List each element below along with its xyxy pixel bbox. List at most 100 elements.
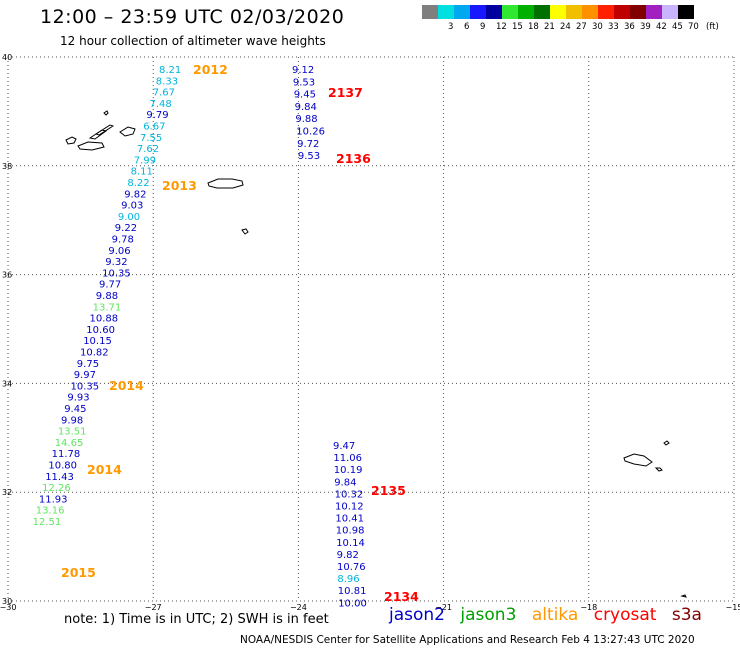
latitude-tick-label: 36 bbox=[2, 271, 12, 280]
color-scale-label: 18 bbox=[528, 22, 539, 32]
color-swatch bbox=[678, 5, 694, 19]
color-scale-step: 33 bbox=[598, 5, 619, 32]
wave-height-value: 10.26 bbox=[296, 127, 325, 138]
color-swatch bbox=[470, 5, 486, 19]
longitude-tick-label: −30 bbox=[0, 603, 16, 612]
wave-height-value: 9.77 bbox=[99, 280, 121, 291]
color-scale-step: 70 bbox=[678, 5, 699, 32]
legend-cryosat: cryosat bbox=[593, 605, 657, 625]
wave-height-value: 7.48 bbox=[150, 99, 172, 110]
color-scale-label: 15 bbox=[512, 22, 523, 32]
color-swatch bbox=[486, 5, 502, 19]
color-scale-step: 21 bbox=[534, 5, 555, 32]
wave-height-value: 10.19 bbox=[334, 465, 363, 476]
wave-height-value: 9.47 bbox=[333, 441, 355, 452]
wave-height-value: 9.72 bbox=[297, 139, 319, 150]
latitude-tick-label: 30 bbox=[2, 597, 12, 606]
color-scale-step: 42 bbox=[646, 5, 667, 32]
color-scale-step: 12 bbox=[486, 5, 507, 32]
wave-height-value: 9.00 bbox=[118, 212, 140, 223]
wave-height-value: 9.88 bbox=[96, 291, 118, 302]
wave-height-value: 9.97 bbox=[74, 370, 96, 381]
legend-altika: altika bbox=[531, 605, 579, 625]
color-scale-step: 9 bbox=[470, 5, 486, 32]
wave-height-value: 8.21 bbox=[159, 65, 181, 76]
map-axes-labels: −30 −27 −24 −21 −18 −15 40 38 36 34 32 30 bbox=[0, 53, 740, 612]
wave-height-value: 12.26 bbox=[42, 483, 71, 494]
wave-height-value: 8.33 bbox=[156, 76, 178, 87]
color-swatch bbox=[550, 5, 566, 19]
wave-height-value: 10.00 bbox=[338, 598, 367, 609]
color-scale-unit: (ft) bbox=[706, 22, 719, 32]
island-outline bbox=[103, 110, 109, 116]
island-outline bbox=[654, 467, 663, 472]
wave-height-value: 9.45 bbox=[64, 404, 86, 415]
island-outline bbox=[119, 126, 136, 137]
wave-height-value: 7.62 bbox=[137, 144, 159, 155]
color-scale-legend: 3 6 9 12 15 18 21 24 27 30 33 36 39 42 45 70 (ft) bbox=[422, 5, 719, 32]
color-scale-label: 30 bbox=[592, 22, 603, 32]
color-swatch bbox=[518, 5, 534, 19]
color-scale-label: 33 bbox=[608, 22, 619, 32]
color-scale-label: 21 bbox=[544, 22, 555, 32]
color-scale-step bbox=[422, 5, 438, 19]
wave-height-value: 9.82 bbox=[124, 189, 146, 200]
latitude-tick-label: 32 bbox=[2, 488, 12, 497]
wave-height-value: 10.15 bbox=[83, 336, 112, 347]
color-scale-label: 24 bbox=[560, 22, 571, 32]
wave-height-value: 9.78 bbox=[112, 235, 134, 246]
color-scale-label: 9 bbox=[480, 22, 486, 32]
pass-time-label: 2136 bbox=[336, 151, 371, 166]
wave-height-value: 10.35 bbox=[102, 268, 131, 279]
color-scale-step: 18 bbox=[518, 5, 539, 32]
island-outline bbox=[94, 124, 115, 136]
longitude-tick-label: −15 bbox=[726, 603, 740, 612]
land-outlines bbox=[65, 110, 687, 598]
color-swatch bbox=[566, 5, 582, 19]
color-scale-step: 24 bbox=[550, 5, 571, 32]
wave-height-value: 11.78 bbox=[52, 449, 81, 460]
color-scale-label: 42 bbox=[656, 22, 667, 32]
color-swatch bbox=[502, 5, 518, 19]
color-swatch bbox=[630, 5, 646, 19]
latitude-tick-label: 38 bbox=[2, 162, 12, 171]
color-swatch bbox=[646, 5, 662, 19]
color-scale-step: 3 bbox=[438, 5, 454, 32]
wave-height-value: 10.60 bbox=[86, 325, 115, 336]
wave-height-value: 9.45 bbox=[294, 90, 316, 101]
wave-height-value: 10.80 bbox=[48, 461, 77, 472]
wave-height-value: 9.53 bbox=[293, 77, 315, 88]
island-outline bbox=[207, 178, 244, 189]
longitude-tick-label: −21 bbox=[435, 603, 452, 612]
latitude-tick-label: 40 bbox=[2, 53, 12, 62]
pass-time-label: 2014 bbox=[87, 462, 122, 477]
color-scale-step: 27 bbox=[566, 5, 587, 32]
wave-height-value: 11.93 bbox=[39, 494, 68, 505]
wave-height-value: 9.53 bbox=[298, 151, 320, 162]
island-outline bbox=[65, 136, 77, 145]
map-grid bbox=[7, 56, 735, 602]
legend-jason2: jason2 bbox=[389, 605, 445, 625]
wave-height-value: 10.76 bbox=[337, 562, 366, 573]
wave-height-value: 9.88 bbox=[295, 114, 317, 125]
color-scale-step: 39 bbox=[630, 5, 651, 32]
wave-height-value: 9.22 bbox=[115, 223, 137, 234]
color-swatch bbox=[598, 5, 614, 19]
island-outline bbox=[77, 141, 105, 151]
wave-height-value: 10.98 bbox=[336, 526, 365, 537]
color-scale-step: 6 bbox=[454, 5, 470, 32]
altimeter-tracks: 8.218.337.677.489.796.677.557.627.998.11… bbox=[33, 65, 367, 609]
pass-time-label: 2134 bbox=[384, 589, 419, 604]
wave-height-value: 7.99 bbox=[134, 155, 156, 166]
wave-height-value: 9.98 bbox=[61, 415, 83, 426]
wave-height-value: 9.12 bbox=[292, 65, 314, 76]
color-scale-label: 27 bbox=[576, 22, 587, 32]
longitude-tick-label: −24 bbox=[290, 603, 307, 612]
color-swatch bbox=[454, 5, 470, 19]
longitude-tick-label: −18 bbox=[580, 603, 597, 612]
legend-jason3: jason3 bbox=[460, 605, 517, 625]
wave-height-value: 13.16 bbox=[36, 506, 65, 517]
color-swatch bbox=[614, 5, 630, 19]
wave-height-value: 11.43 bbox=[45, 472, 74, 483]
